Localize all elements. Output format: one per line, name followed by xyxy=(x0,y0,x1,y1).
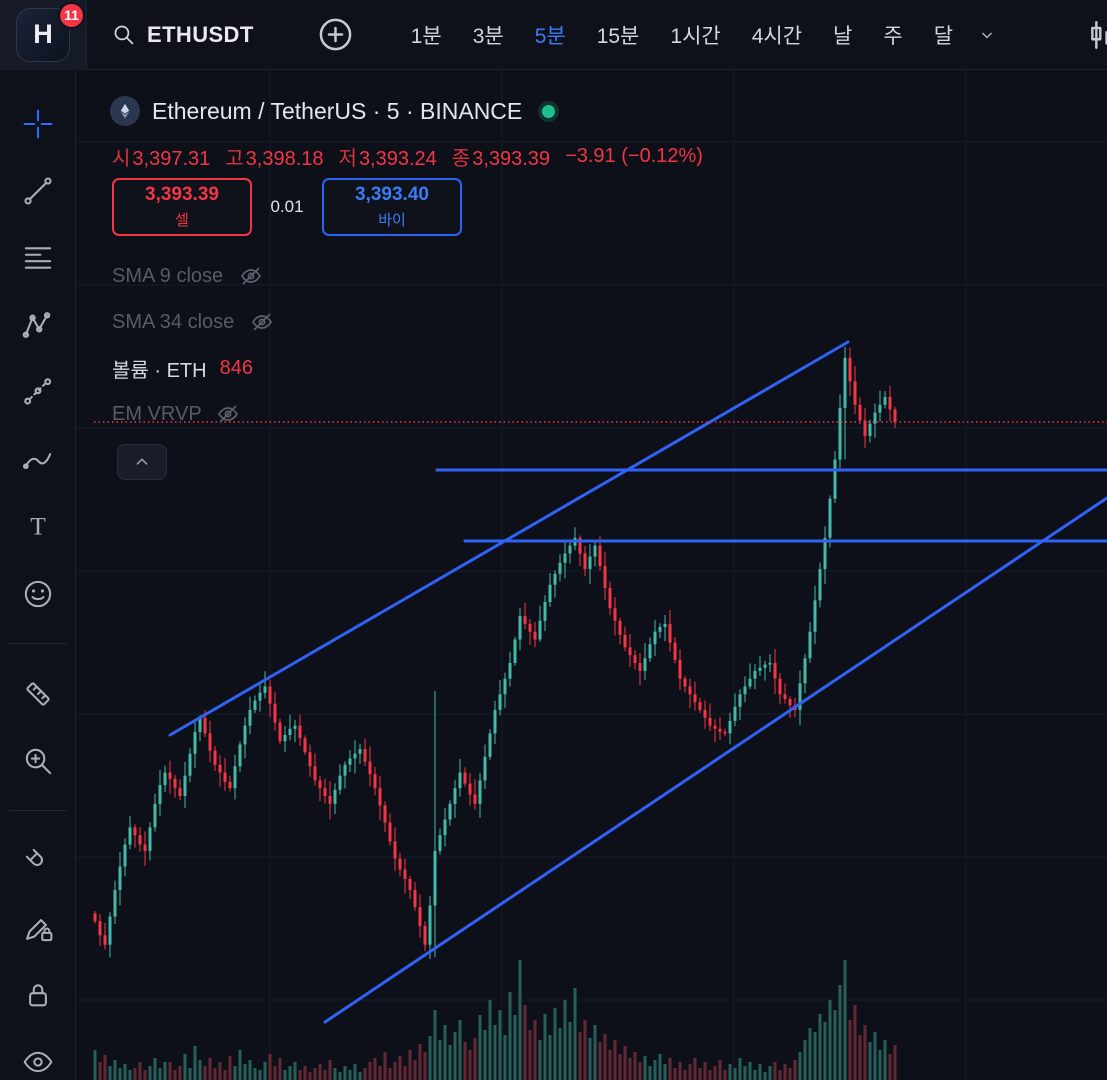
spread-value: 0.01 xyxy=(270,197,304,216)
timeframe-1분[interactable]: 1분 xyxy=(410,24,442,48)
logo-tile[interactable]: H 11 xyxy=(0,0,87,70)
ohlc-close-label: 종 xyxy=(451,148,471,170)
timeframe-주[interactable]: 주 xyxy=(883,24,903,48)
chart-legend: Ethereum / TetherUS · 5 · BINANCE 시 3,397… xyxy=(76,70,1107,1080)
buy-price: 3,393.40 xyxy=(355,184,429,205)
ohlc-low-value: 3,393.24 xyxy=(358,148,437,170)
indicator-label: SMA 34 close xyxy=(112,310,235,333)
trendline-tool-button[interactable] xyxy=(16,173,60,208)
chart-pane[interactable]: Ethereum / TetherUS · 5 · BINANCE 시 3,397… xyxy=(76,70,1107,1080)
ohlc-values: 시 3,397.31 고 3,398.18 저 3,393.24 종 3,393.39 xyxy=(112,142,565,171)
ohlc-close: 종 3,393.39 xyxy=(452,148,550,170)
search-icon xyxy=(111,22,136,47)
buy-button[interactable]: 3,393.40 바이 xyxy=(322,178,462,236)
trendline-drawing[interactable] xyxy=(168,340,850,737)
volume-layer xyxy=(93,960,897,1080)
notification-badge: 11 xyxy=(58,1,85,29)
sell-label: 셀 xyxy=(175,212,189,229)
volume-value: 846 xyxy=(219,356,253,379)
chart-title: Ethereum / TetherUS · 5 · BINANCE xyxy=(152,97,523,124)
indicator-row-1[interactable]: SMA 34 close xyxy=(112,308,274,336)
timeframe-15분[interactable]: 15분 xyxy=(596,24,640,48)
timeframe-달[interactable]: 달 xyxy=(933,24,954,48)
top-toolbar: H 11 ETHUSDT 1분 3분 5분 15분 1시간 4시간 날 주 달 xyxy=(0,0,1107,70)
lock-tool-button[interactable] xyxy=(16,978,60,1013)
timeframe-4시간[interactable]: 4시간 xyxy=(751,24,803,48)
magnet-tool-button[interactable] xyxy=(16,843,60,878)
ohlc-open-label: 시 xyxy=(112,148,131,170)
toolbar-divider xyxy=(8,643,67,645)
chevron-down-icon[interactable] xyxy=(977,25,997,45)
candles-icon[interactable] xyxy=(1085,18,1107,52)
symbol-search-button[interactable]: ETHUSDT xyxy=(111,22,254,48)
toolbar-divider xyxy=(8,810,67,812)
indicator-rows: SMA 9 close SMA 34 close xyxy=(112,262,274,336)
drawing-toolbar: T xyxy=(0,70,76,1080)
volume-indicator-row[interactable]: 볼륨 · ETH 846 xyxy=(112,354,253,382)
sell-button[interactable]: 3,393.39 셀 xyxy=(112,178,252,236)
add-symbol-button[interactable] xyxy=(318,17,353,52)
eye-off-icon[interactable] xyxy=(239,264,263,288)
fib-retracement-tool-button[interactable] xyxy=(16,240,60,275)
ruler-tool-button[interactable] xyxy=(16,676,60,711)
volume-label: 볼륨 · ETH xyxy=(112,359,207,382)
timeframe-3분[interactable]: 3분 xyxy=(472,24,504,48)
price-chart[interactable] xyxy=(76,70,1107,1080)
vrvp-label: EM VRVP xyxy=(112,402,202,425)
ohlc-row: 시 3,397.31 고 3,398.18 저 3,393.24 종 3,393.39 −3.… xyxy=(112,142,703,171)
zoom-in-tool-button[interactable] xyxy=(16,743,60,778)
buy-label: 바이 xyxy=(378,212,406,229)
trade-buttons-row: 3,393.39 셀 0.01 3,393.40 바이 xyxy=(112,178,462,236)
svg-text:T: T xyxy=(30,512,46,541)
vrvp-indicator-row[interactable]: EM VRVP xyxy=(112,400,240,428)
ohlc-close-value: 3,393.39 xyxy=(472,148,551,170)
text-tool-button[interactable]: T xyxy=(16,509,60,544)
ohlc-low-label: 저 xyxy=(338,148,357,170)
legend-collapse-button[interactable] xyxy=(117,444,167,480)
ohlc-open-value: 3,397.31 xyxy=(132,148,211,170)
ethereum-icon xyxy=(110,96,140,126)
timeframe-5분[interactable]: 5분 xyxy=(534,24,566,48)
brush-tool-button[interactable] xyxy=(16,442,60,477)
trendline-drawing[interactable] xyxy=(323,496,1107,1024)
indicator-row-0[interactable]: SMA 9 close xyxy=(112,262,274,290)
ohlc-open: 시 3,397.31 xyxy=(112,148,210,170)
xabcd-pattern-tool-button[interactable] xyxy=(16,307,60,342)
chart-title-row[interactable]: Ethereum / TetherUS · 5 · BINANCE xyxy=(110,96,556,126)
indicator-label: SMA 9 close xyxy=(112,264,224,287)
draw-lock-tool-button[interactable] xyxy=(16,911,60,946)
market-status-dot xyxy=(542,104,556,118)
ohlc-high: 고 3,398.18 xyxy=(225,148,323,170)
forecast-tool-button[interactable] xyxy=(16,375,60,410)
crosshair-tool-button[interactable] xyxy=(16,106,60,141)
ohlc-high-label: 고 xyxy=(225,148,244,170)
timeframe-날[interactable]: 날 xyxy=(833,24,853,48)
candles-layer xyxy=(93,346,897,960)
ohlc-low: 저 3,393.24 xyxy=(339,148,437,170)
eye-tool-button[interactable] xyxy=(16,1045,60,1080)
eye-off-icon[interactable] xyxy=(216,402,240,426)
sell-price: 3,393.39 xyxy=(145,184,219,205)
eye-off-icon[interactable] xyxy=(250,310,274,334)
emoji-tool-button[interactable] xyxy=(16,576,60,611)
grid-lines xyxy=(76,70,1107,1080)
timeframe-1시간[interactable]: 1시간 xyxy=(670,24,721,48)
ohlc-high-value: 3,398.18 xyxy=(245,148,324,170)
price-change: −3.91 (−0.12%) xyxy=(565,145,703,167)
symbol-label: ETHUSDT xyxy=(147,21,254,47)
timeframe-row: 1분 3분 5분 15분 1시간 4시간 날 주 달 xyxy=(411,20,953,50)
